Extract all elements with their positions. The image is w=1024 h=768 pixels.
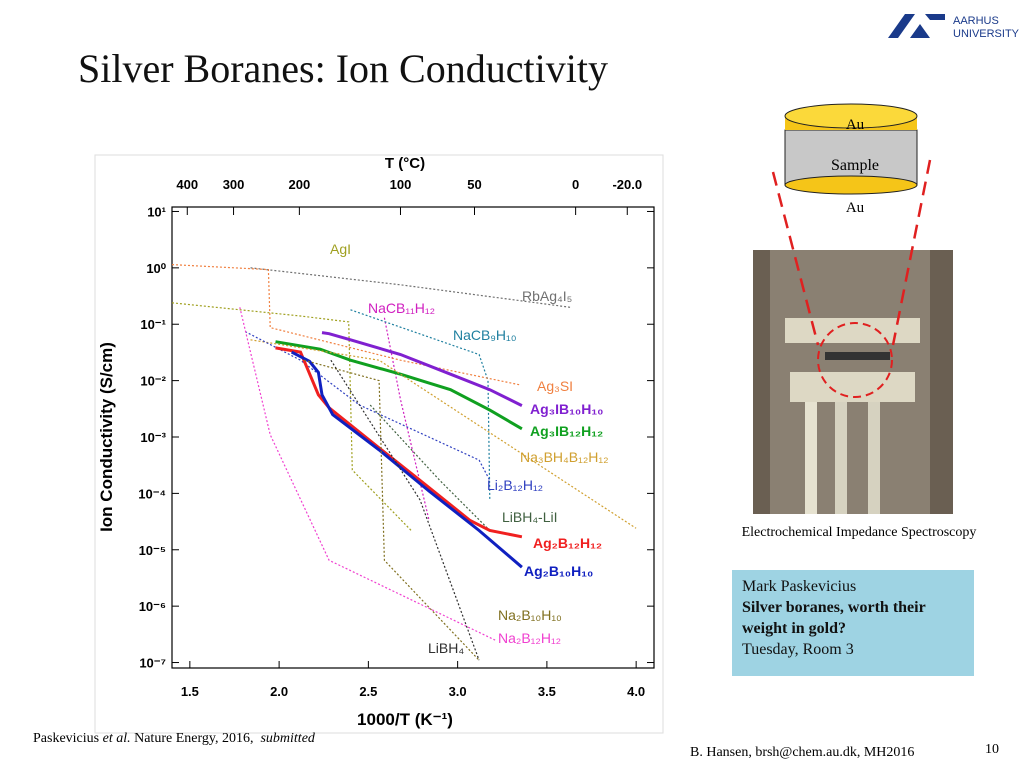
series-line <box>330 359 480 661</box>
x2-tick-label: -20.0 <box>612 177 642 192</box>
y-tick-label: 10⁻⁷ <box>139 656 166 671</box>
x2-tick-label: 300 <box>223 177 245 192</box>
zoom-line <box>891 159 932 346</box>
series-line <box>250 267 571 308</box>
series-label: NaCB₉H₁₀ <box>453 327 517 343</box>
x2-tick-label: 50 <box>467 177 481 192</box>
talk-title: Silver boranes, worth their weight in go… <box>742 599 926 637</box>
series-line <box>171 264 521 386</box>
photo-rod <box>805 402 817 514</box>
photo-sample <box>825 352 890 360</box>
credit: B. Hansen, brsh@chem.au.dk, MH2016 <box>690 745 915 760</box>
series-label: Ag₃IB₁₂H₁₂ <box>530 423 603 439</box>
series-line <box>369 404 491 531</box>
y-tick-label: 10⁰ <box>146 261 166 276</box>
series-label: LiBH₄-LiI <box>502 509 558 525</box>
sample-label: Sample <box>831 157 879 174</box>
x2-tick-label: 0 <box>572 177 579 192</box>
photo-rod <box>868 402 880 514</box>
series-label: Ag₂B₁₀H₁₀ <box>524 563 593 579</box>
chart: T (°C) 1000/T (K⁻¹) Ion Conductivity (S/… <box>94 154 664 734</box>
x-tick-label: 2.0 <box>270 684 288 699</box>
citation-etal: et al. <box>102 731 131 746</box>
series-line <box>171 302 412 531</box>
talk-box: Mark Paskevicius Silver boranes, worth t… <box>732 570 974 676</box>
x2-tick-label: 100 <box>390 177 412 192</box>
zoom-line <box>771 171 820 346</box>
x-tick-label: 4.0 <box>627 684 645 699</box>
series-label: Na₃BH₄B₁₂H₁₂ <box>520 449 609 465</box>
zoom-circle <box>817 322 893 398</box>
x2-axis-label: T (°C) <box>385 155 425 172</box>
slide-title: Silver Boranes: Ion Conductivity <box>78 46 608 91</box>
series-label: Na₂B₁₀H₁₀ <box>498 607 562 623</box>
series-line <box>275 340 523 431</box>
x-tick-label: 3.5 <box>538 684 556 699</box>
series-line <box>250 339 637 529</box>
citation-author: Paskevicius <box>33 731 100 746</box>
series-label: Ag₃SI <box>537 378 573 394</box>
x-tick-label: 2.5 <box>359 684 377 699</box>
y-tick-label: 10⁻⁵ <box>139 543 166 558</box>
citation-status: submitted <box>260 731 315 746</box>
series-label: RbAg₄I₅ <box>522 288 572 304</box>
citation-journal: Nature Energy, 2016, <box>134 731 254 746</box>
chart-panel <box>94 154 664 734</box>
series-label: Li₂B₁₂H₁₂ <box>487 477 543 493</box>
x-tick-label: 1.5 <box>181 684 199 699</box>
x2-tick-label: 400 <box>176 177 198 192</box>
y-tick-label: 10¹ <box>147 204 166 219</box>
logo-text: AARHUS <box>953 15 999 27</box>
series-line <box>350 309 491 501</box>
series-label: NaCB₁₁H₁₂ <box>368 300 435 316</box>
photo-rod <box>835 402 847 514</box>
series-label: Ag₃IB₁₀H₁₀ <box>530 401 603 417</box>
series-label: Na₂B₁₂H₁₂ <box>498 630 561 646</box>
x-tick-label: 3.0 <box>449 684 467 699</box>
series-line <box>239 307 496 641</box>
logo: AARHUS UNIVERSITY <box>888 14 1020 40</box>
top-au <box>784 103 918 129</box>
speaker: Mark Paskevicius <box>742 578 857 595</box>
x2-tick-label: 200 <box>289 177 311 192</box>
y-tick-label: 10⁻⁴ <box>138 486 166 501</box>
cell-diagram: Au Sample Au Electrochemical Impedance S… <box>742 103 977 540</box>
citation: Paskevicius et al. Nature Energy, 2016, … <box>33 731 315 747</box>
y-axis-label: Ion Conductivity (S/cm) <box>97 342 116 532</box>
series-label: Ag₂B₁₂H₁₂ <box>533 535 602 551</box>
y-tick-label: 10⁻⁶ <box>139 599 166 614</box>
series-line <box>321 331 523 407</box>
series-label: LiBH₄ <box>428 640 464 656</box>
page-number: 10 <box>985 742 999 757</box>
photo-caption: Electrochemical Impedance Spectroscopy <box>742 525 977 540</box>
photo-holder <box>785 318 920 343</box>
talk-time: Tuesday, Room 3 <box>742 641 854 658</box>
series-line <box>290 350 523 569</box>
y-tick-label: 10⁻³ <box>140 430 166 445</box>
bottom-au <box>784 175 918 195</box>
series-label: AgI <box>330 241 351 257</box>
logo-mark <box>888 14 945 38</box>
series-line <box>275 346 523 539</box>
photo-holder <box>790 372 915 402</box>
au-label: Au <box>846 117 865 133</box>
y-tick-label: 10⁻¹ <box>140 317 166 332</box>
y-tick-label: 10⁻² <box>140 374 166 389</box>
x-axis-label: 1000/T (K⁻¹) <box>357 710 453 729</box>
logo-text: UNIVERSITY <box>953 28 1020 40</box>
au-label: Au <box>846 200 865 216</box>
